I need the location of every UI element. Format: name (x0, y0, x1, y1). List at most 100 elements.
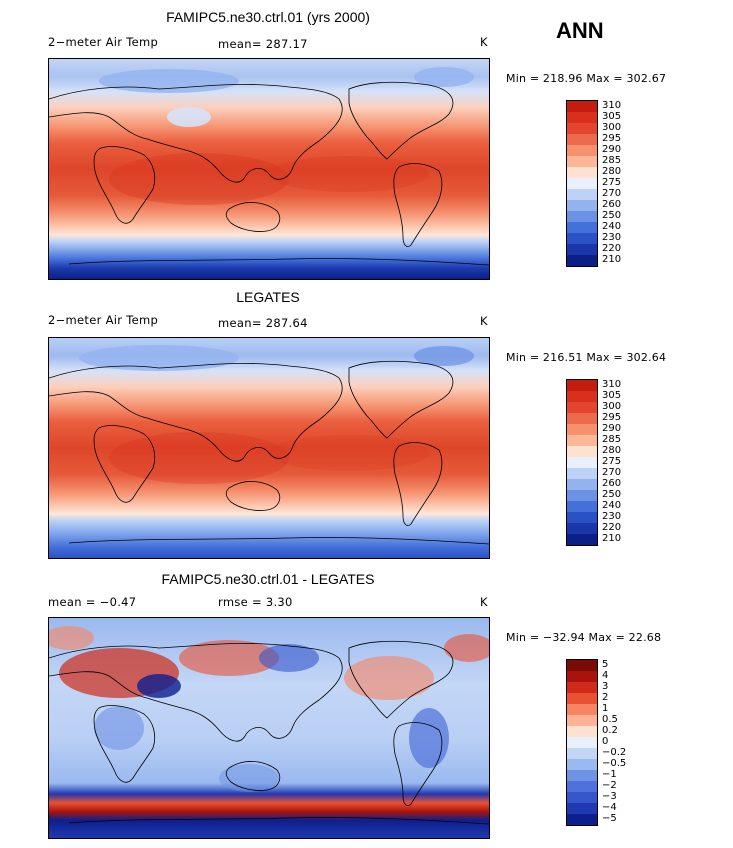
colorbar-tick-label: 240 (602, 500, 622, 511)
colorbar-tick-label: −5 (602, 813, 617, 824)
panel-3-mean-label: mean = −0.47 (48, 595, 137, 609)
colorbar-swatch (567, 704, 597, 715)
colorbar-tick-label: −3 (602, 791, 617, 802)
colorbar-swatch (567, 737, 597, 748)
colorbar-swatch (567, 156, 597, 167)
colorbar-tick-label: −1 (602, 769, 617, 780)
colorbar-tick-label: 1 (602, 703, 609, 714)
colorbar-tick-label: 210 (602, 533, 622, 544)
colorbar-swatch (567, 660, 597, 671)
colorbar-swatch (567, 189, 597, 200)
colorbar-swatch (567, 759, 597, 770)
colorbar-tick-label: 270 (602, 467, 622, 478)
panel-1-units-label: K (480, 35, 488, 49)
panel-3-units-label: K (480, 595, 488, 609)
colorbar-tick-label: 290 (602, 144, 622, 155)
panel-1-colorbar (566, 100, 598, 267)
colorbar-swatch (567, 512, 597, 523)
colorbar-tick-label: 2 (602, 692, 609, 703)
colorbar-tick-label: 305 (602, 111, 622, 122)
colorbar-swatch (567, 145, 597, 156)
colorbar-tick-label: 280 (602, 445, 622, 456)
colorbar-tick-label: 295 (602, 412, 622, 423)
colorbar-swatch (567, 803, 597, 814)
colorbar-swatch (567, 490, 597, 501)
panel-3-title: FAMIPC5.ne30.ctrl.01 - LEGATES (161, 571, 375, 587)
colorbar-tick-label: 230 (602, 511, 622, 522)
colorbar-swatch (567, 715, 597, 726)
colorbar-swatch (567, 380, 597, 391)
colorbar-swatch (567, 211, 597, 222)
panel-3-colorbar (566, 659, 598, 826)
panel-1-title: FAMIPC5.ne30.ctrl.01 (yrs 2000) (166, 9, 370, 25)
colorbar-swatch (567, 233, 597, 244)
panel-1-map-svg (49, 59, 489, 279)
colorbar-tick-label: 275 (602, 177, 622, 188)
colorbar-tick-label: 210 (602, 254, 622, 265)
colorbar-swatch (567, 244, 597, 255)
colorbar-swatch (567, 167, 597, 178)
colorbar-swatch (567, 134, 597, 145)
panel-1-variable-label: 2−meter Air Temp (48, 35, 159, 49)
panel-3-map-svg (49, 618, 489, 838)
colorbar-tick-label: 285 (602, 155, 622, 166)
colorbar-tick-label: 305 (602, 390, 622, 401)
colorbar-swatch (567, 770, 597, 781)
colorbar-swatch (567, 534, 597, 545)
colorbar-tick-label: 270 (602, 188, 622, 199)
colorbar-tick-label: 300 (602, 122, 622, 133)
colorbar-swatch (567, 748, 597, 759)
colorbar-tick-label: −0.5 (602, 758, 627, 769)
colorbar-tick-label: 0.2 (602, 725, 618, 736)
panel-1-mean-label: mean= 287.17 (218, 37, 308, 51)
panel-2-units-label: K (480, 314, 488, 328)
panel-2-map-svg (49, 338, 489, 558)
colorbar-tick-label: 295 (602, 133, 622, 144)
colorbar-tick-label: 310 (602, 379, 622, 390)
colorbar-swatch (567, 391, 597, 402)
panel-3-map (48, 617, 490, 839)
colorbar-swatch (567, 457, 597, 468)
colorbar-swatch (567, 726, 597, 737)
colorbar-swatch (567, 792, 597, 803)
colorbar-swatch (567, 101, 597, 112)
panel-2-title: LEGATES (236, 289, 300, 305)
panel-2-colorbar (566, 379, 598, 546)
colorbar-swatch (567, 523, 597, 534)
colorbar-tick-label: −0.2 (602, 747, 627, 758)
panel-2-mean-label: mean= 287.64 (218, 316, 308, 330)
panel-1-minmax: Min = 218.96 Max = 302.67 (506, 72, 667, 85)
colorbar-tick-label: 300 (602, 401, 622, 412)
panel-2-minmax: Min = 216.51 Max = 302.64 (506, 351, 667, 364)
season-label: ANN (556, 18, 604, 43)
colorbar-tick-label: 310 (602, 100, 622, 111)
colorbar-swatch (567, 446, 597, 457)
colorbar-tick-label: 0.5 (602, 714, 618, 725)
colorbar-swatch (567, 435, 597, 446)
colorbar-swatch (567, 123, 597, 134)
colorbar-tick-label: 220 (602, 243, 622, 254)
colorbar-swatch (567, 814, 597, 825)
colorbar-tick-label: −4 (602, 802, 617, 813)
colorbar-swatch (567, 222, 597, 233)
colorbar-tick-label: 0 (602, 736, 609, 747)
colorbar-swatch (567, 671, 597, 682)
panel-3-minmax: Min = −32.94 Max = 22.68 (506, 631, 662, 644)
colorbar-tick-label: 240 (602, 221, 622, 232)
colorbar-tick-label: 290 (602, 423, 622, 434)
colorbar-tick-label: 4 (602, 670, 609, 681)
colorbar-tick-label: 260 (602, 199, 622, 210)
colorbar-tick-label: 230 (602, 232, 622, 243)
panel-1-map (48, 58, 490, 280)
colorbar-swatch (567, 413, 597, 424)
colorbar-swatch (567, 479, 597, 490)
colorbar-tick-label: 260 (602, 478, 622, 489)
colorbar-tick-label: 280 (602, 166, 622, 177)
colorbar-swatch (567, 200, 597, 211)
colorbar-tick-label: 3 (602, 681, 609, 692)
colorbar-tick-label: 220 (602, 522, 622, 533)
colorbar-swatch (567, 682, 597, 693)
colorbar-swatch (567, 501, 597, 512)
colorbar-swatch (567, 693, 597, 704)
colorbar-swatch (567, 402, 597, 413)
